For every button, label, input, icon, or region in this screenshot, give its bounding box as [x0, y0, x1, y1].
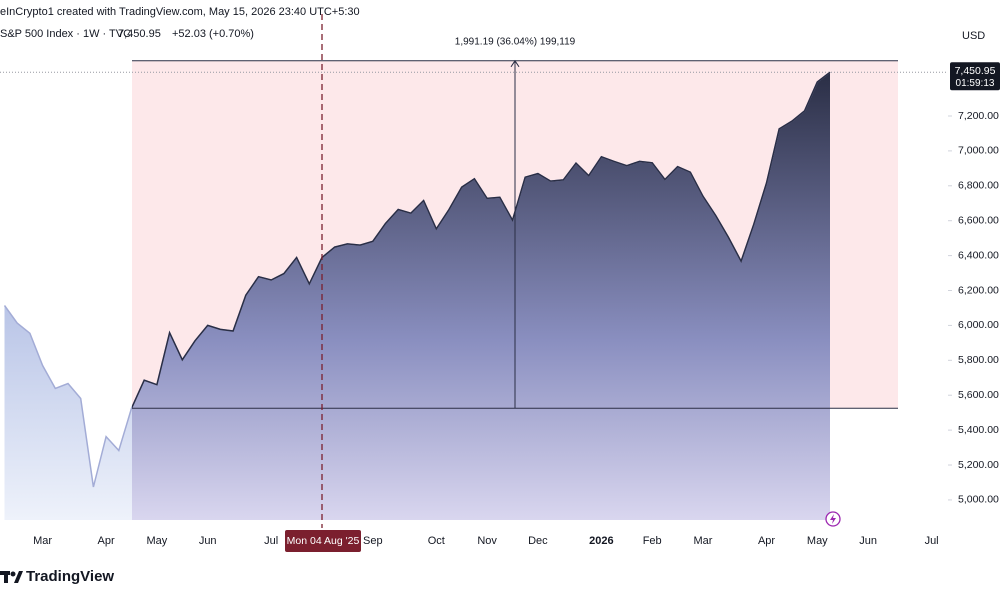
- header-change: +52.03 (+0.70%): [172, 28, 254, 40]
- y-tick-label: 6,000.00: [958, 319, 999, 331]
- y-tick-label: 5,000.00: [958, 494, 999, 506]
- y-tick-label: 5,200.00: [958, 459, 999, 471]
- x-tick-label: Sep: [363, 535, 383, 547]
- x-tick-label: Dec: [528, 535, 548, 547]
- brand: TradingView: [26, 568, 114, 585]
- header-price: 7,450.95: [118, 28, 161, 40]
- x-tick-label: Jun: [199, 535, 217, 547]
- crosshair-label: Mon 04 Aug '25: [287, 535, 360, 547]
- x-tick-label: Jun: [859, 535, 877, 547]
- y-tick-label: 7,000.00: [958, 145, 999, 157]
- x-tick-label: May: [807, 535, 828, 547]
- measure-arrowhead: [510, 59, 520, 68]
- crosshair-label-box: [285, 530, 361, 552]
- x-tick-label: Jul: [264, 535, 278, 547]
- price-line-measured: [132, 71, 831, 410]
- x-tick-label: Jul: [925, 535, 939, 547]
- price-label: 7,450.95: [955, 65, 996, 77]
- y-tick-label: 6,800.00: [958, 180, 999, 192]
- y-tick-label: 5,800.00: [958, 354, 999, 366]
- x-tick-label: Apr: [98, 535, 115, 547]
- y-tick-label: 7,200.00: [958, 110, 999, 122]
- x-tick-label: Oct: [428, 535, 445, 547]
- y-tick-label: 6,400.00: [958, 249, 999, 261]
- y-tick-label: 6,200.00: [958, 284, 999, 296]
- measure-label: 1,991.19 (36.04%) 199,119: [455, 36, 576, 47]
- brand-logo: [0, 571, 23, 583]
- credit: eInCrypto1 created with TradingView.com,…: [0, 6, 360, 18]
- event-bolt: [830, 514, 836, 524]
- y-tick-label: 6,600.00: [958, 214, 999, 226]
- countdown: 01:59:13: [956, 78, 995, 89]
- currency: USD: [962, 30, 985, 42]
- y-tick-label: 5,400.00: [958, 424, 999, 436]
- x-tick-label: Nov: [477, 535, 497, 547]
- price-label-box: [950, 62, 1000, 91]
- x-tick-label: Mar: [33, 535, 52, 547]
- x-tick-label: Apr: [758, 535, 775, 547]
- x-tick-label: May: [147, 535, 168, 547]
- x-tick-label: Mar: [694, 535, 713, 547]
- symbol: S&P 500 Index · 1W · TVC: [0, 28, 131, 40]
- x-tick-label: Feb: [643, 535, 662, 547]
- x-tick-label: 2026: [589, 535, 613, 547]
- y-tick-label: 5,600.00: [958, 389, 999, 401]
